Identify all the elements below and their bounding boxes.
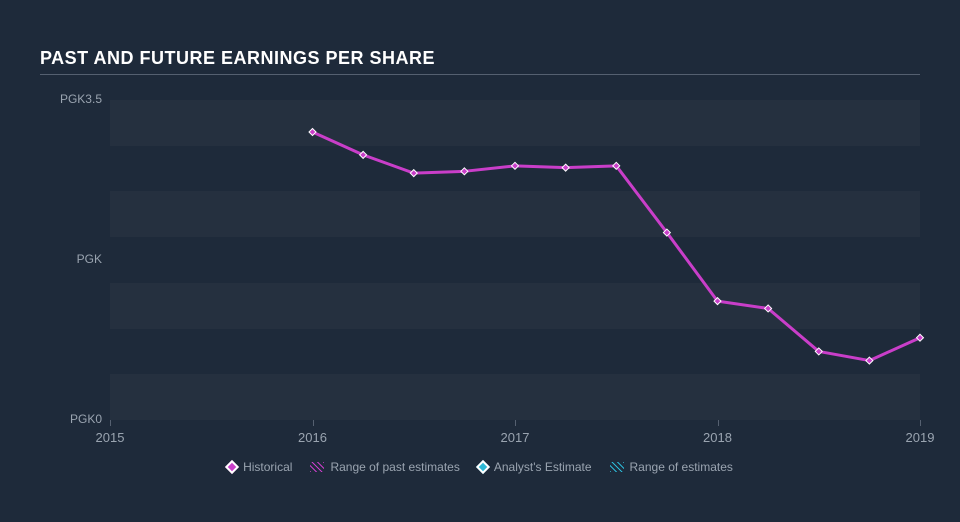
y-axis-label: PGK [77,252,102,266]
y-axis-label: PGK3.5 [60,92,102,106]
legend-item: Range of estimates [610,460,733,474]
legend-item: Analyst's Estimate [478,460,592,474]
chart-container: PAST AND FUTURE EARNINGS PER SHARE Histo… [0,0,960,522]
legend-hatch-icon [610,462,624,472]
x-axis-label: 2017 [501,430,530,445]
legend-label: Range of past estimates [330,460,459,474]
legend-label: Analyst's Estimate [494,460,592,474]
legend-diamond-icon [225,460,239,474]
legend: Historical Range of past estimates Analyst… [180,460,780,474]
legend-diamond-icon [476,460,490,474]
title-underline [40,74,920,75]
legend-hatch-icon [310,462,324,472]
x-axis-tick [515,420,516,426]
chart-svg [110,100,920,420]
legend-item: Range of past estimates [310,460,459,474]
legend-item: Historical [227,460,292,474]
historical-marker [562,164,569,171]
plot-area [110,100,920,420]
legend-label: Historical [243,460,292,474]
chart-title: PAST AND FUTURE EARNINGS PER SHARE [40,48,435,69]
historical-marker [461,168,468,175]
x-axis-tick [718,420,719,426]
x-axis-tick [920,420,921,426]
x-axis-label: 2019 [906,430,935,445]
x-axis-tick [313,420,314,426]
historical-marker [512,162,519,169]
x-axis-label: 2018 [703,430,732,445]
x-axis-label: 2015 [96,430,125,445]
y-axis-label: PGK0 [70,412,102,426]
legend-label: Range of estimates [630,460,733,474]
x-axis-tick [110,420,111,426]
x-axis-label: 2016 [298,430,327,445]
